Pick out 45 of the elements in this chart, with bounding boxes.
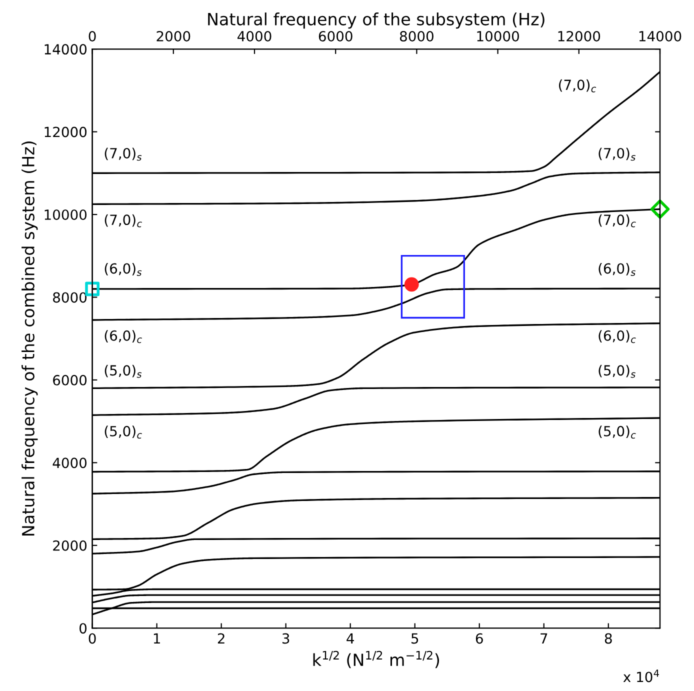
x-tick-label: 8 [604,633,612,644]
x2-tick-label: 14000 [639,31,682,42]
x2-tick-label: 4000 [238,31,272,42]
annotation: (6,0)$_{s}$ [104,262,142,276]
x2-tick-label: 8000 [400,31,434,42]
x2-tick-label: 10000 [477,31,519,42]
annotation: (5,0)$_{s}$ [598,364,636,378]
point [650,200,670,219]
point [85,282,100,296]
annotation: (7,0)$_{c}$ [598,214,636,228]
x2-tick-label: 2000 [156,31,190,42]
y-axis-title: Natural frequency of the combined system (Hz) [22,142,38,536]
y-tick-label: 12000 [44,126,87,138]
x-tick-label: 0 [88,633,96,644]
x-tick-label: 4 [346,633,354,644]
x-tick-label: 6 [476,633,483,644]
y-tick-label: 4000 [52,458,87,468]
y-tick-label: 8000 [53,292,87,303]
x-tick-label: 5 [412,633,418,644]
annotation: (5,0)$_{c}$ [104,426,142,439]
x2-tick-label: 12000 [558,31,600,42]
x-tick-label: 1 [154,633,160,644]
annotation: (5,0)$_{c}$ [598,426,636,439]
annotation: (6,0)$_{c}$ [104,330,142,344]
x-tick-label: 3 [282,633,290,644]
annotation: (7,0)$_{c}$ [104,214,142,228]
text: x 10$^{4}$ [623,670,659,682]
point [404,277,419,292]
annotation: (7,0)$_{s}$ [598,148,636,161]
x-tick-label: 2 [218,633,224,644]
x2-tick-label: 0 [88,31,96,42]
annotation: (6,0)$_{c}$ [598,330,636,344]
annotation: (6,0)$_{s}$ [598,262,636,276]
annotation: (5,0)$_{s}$ [104,364,142,378]
y-tick-label: 0 [80,623,87,634]
y-tick-label: 10000 [44,209,87,220]
annotation: (7,0)$_{s}$ [104,148,142,161]
x-axis-title: k$^{1/2}$ (N$^{1/2}$ m$^{−1/2}$) [313,650,440,668]
x2-axis-title: Natural frequency of the subsystem (Hz) [208,12,544,29]
y-tick-label: 6000 [53,374,87,386]
y-tick-label: 14000 [44,44,87,55]
x2-tick-label: 6000 [318,31,352,42]
annotation: (7,0)$_{c}$ [559,79,596,92]
x-tick-label: 7 [540,633,548,644]
y-tick-label: 2000 [53,540,87,551]
